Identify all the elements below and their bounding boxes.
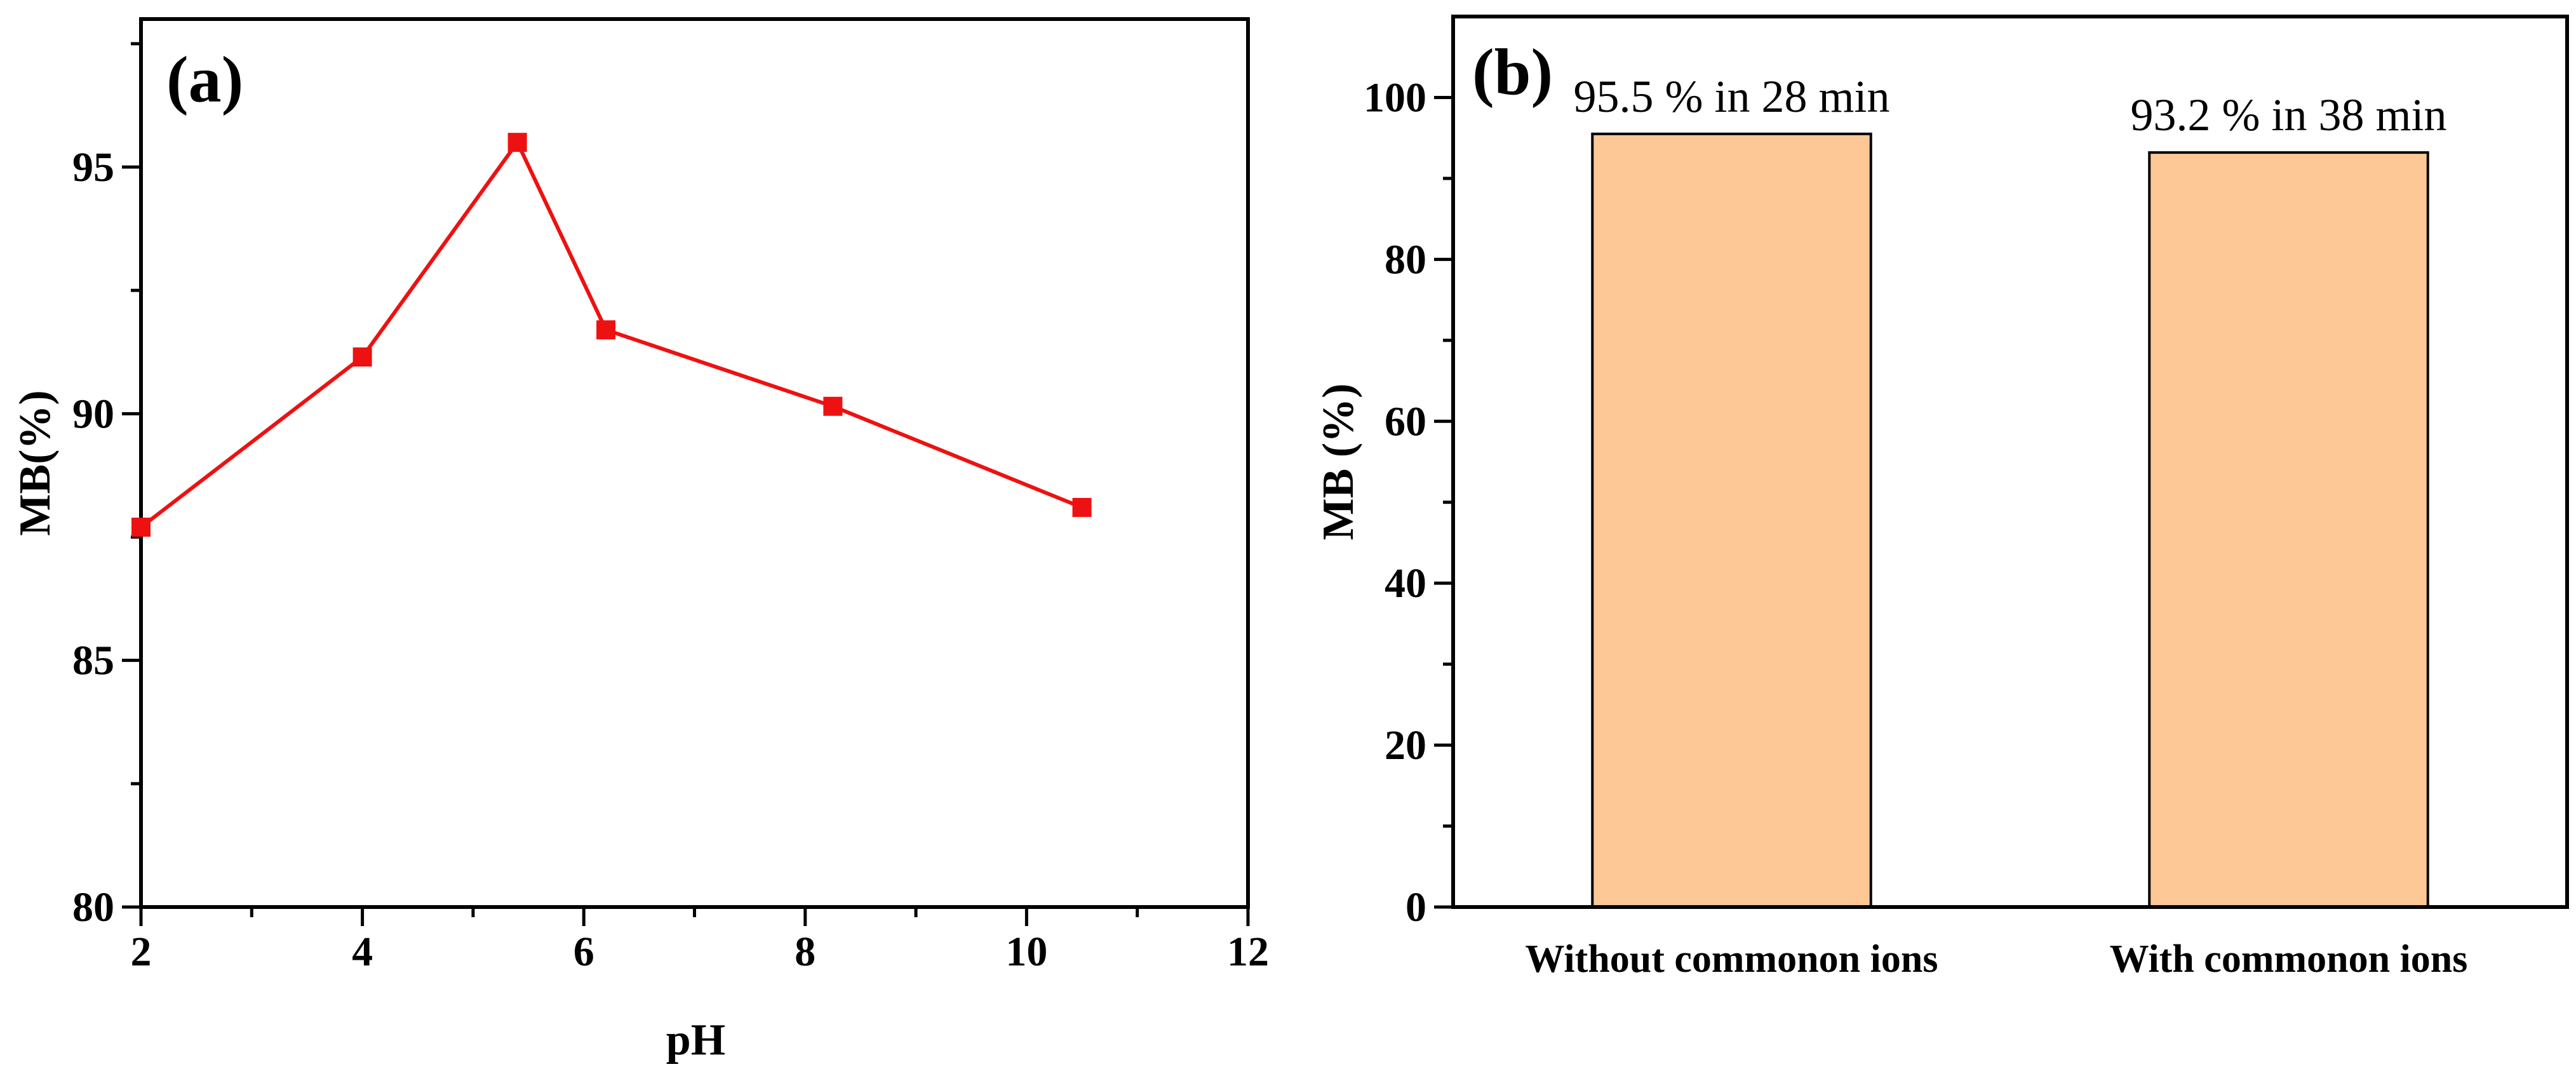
data-point-marker xyxy=(823,396,843,416)
y-tick-label: 40 xyxy=(1385,560,1426,607)
data-point-marker xyxy=(1072,497,1092,517)
y-tick-label: 85 xyxy=(72,638,114,684)
y-tick-label: 100 xyxy=(1364,74,1426,121)
category-label: Without commonon ions xyxy=(1526,938,1938,981)
data-point-marker xyxy=(596,320,616,340)
panel-b-ticks xyxy=(1434,95,1453,909)
y-tick-label: 60 xyxy=(1385,398,1426,445)
panel-a-x-axis-title: pH xyxy=(666,1016,725,1065)
panel-a-label: (a) xyxy=(166,43,243,116)
panel-b-bars xyxy=(1591,132,2429,909)
x-tick-label: 10 xyxy=(1005,929,1047,975)
panel-b-label: (b) xyxy=(1472,36,1553,109)
bar-data-label: 95.5 % in 28 min xyxy=(1574,71,1890,122)
panel-b-labels: 95.5 % in 28 min Without commonon ions 93.… xyxy=(1526,71,2468,981)
x-tick-label: 6 xyxy=(574,929,594,975)
panel-a-ticks xyxy=(122,42,1250,926)
x-tick-label: 12 xyxy=(1227,929,1269,975)
panel-a-series xyxy=(131,133,1092,537)
panel-a: 2 4 6 8 10 12 80 85 90 95 (a) pH MB(%) xyxy=(11,17,1269,1065)
x-tick-label: 4 xyxy=(352,929,373,975)
category-label: With commonon ions xyxy=(2110,938,2468,981)
series-line xyxy=(140,140,1083,529)
x-tick-label: 2 xyxy=(131,929,152,975)
panel-a-tick-labels: 2 4 6 8 10 12 80 85 90 95 xyxy=(72,144,1269,975)
y-tick-label: 80 xyxy=(72,884,114,931)
y-tick-label: 80 xyxy=(1385,236,1426,283)
y-tick-label: 0 xyxy=(1405,884,1426,931)
panel-b-y-axis-title: MB (%) xyxy=(1314,384,1363,541)
x-tick-label: 8 xyxy=(795,929,815,975)
panel-b: 0 20 40 60 80 100 95.5 % in 28 min Without com… xyxy=(1314,15,2569,981)
panel-b-tick-labels: 0 20 40 60 80 100 xyxy=(1364,74,1426,931)
bar xyxy=(2148,151,2429,908)
panel-a-frame xyxy=(139,17,1250,909)
bar-data-label: 93.2 % in 38 min xyxy=(2131,90,2447,140)
bar xyxy=(1591,132,1872,909)
panel-b-frame xyxy=(1451,15,2569,909)
y-tick-label: 95 xyxy=(72,144,114,191)
y-tick-label: 20 xyxy=(1385,722,1426,769)
panel-a-y-axis-title: MB(%) xyxy=(11,390,60,535)
data-point-marker xyxy=(131,517,151,537)
data-point-marker xyxy=(352,347,372,367)
data-point-marker xyxy=(507,133,527,152)
y-tick-label: 90 xyxy=(72,391,114,437)
